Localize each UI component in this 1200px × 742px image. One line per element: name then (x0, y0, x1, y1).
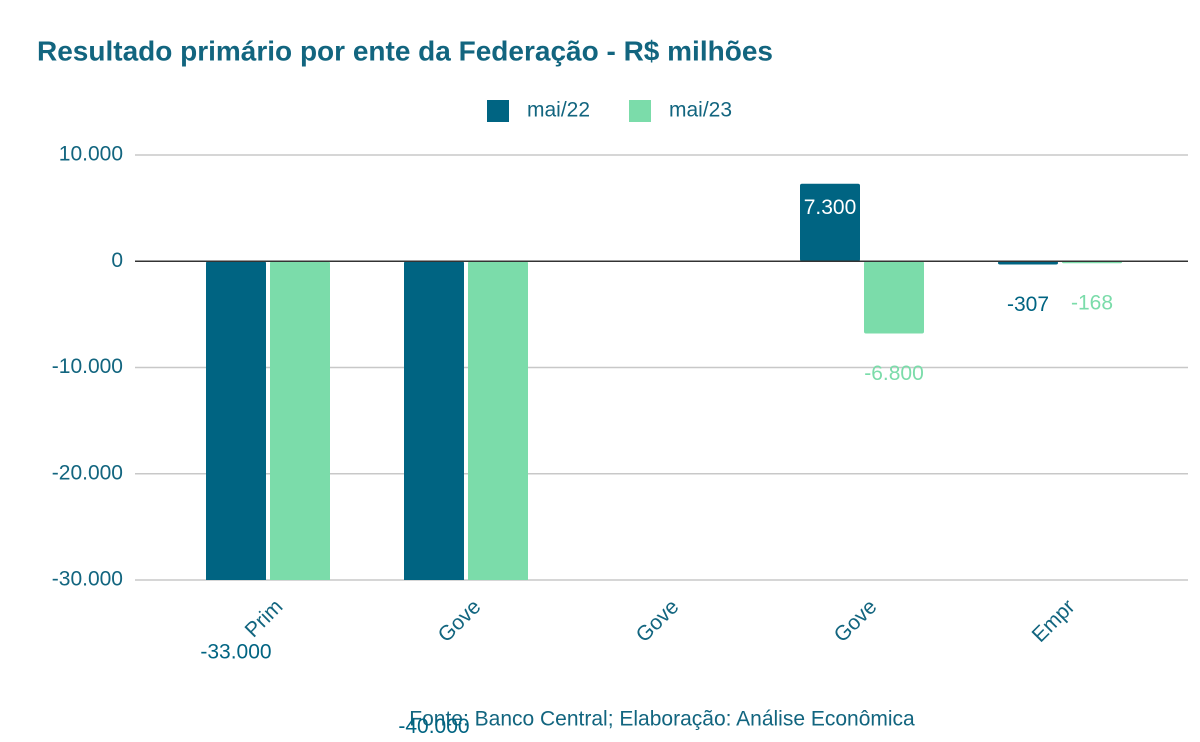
x-tick-label: Gove (632, 595, 684, 647)
bar (270, 261, 330, 580)
data-label: -168 (1071, 292, 1113, 315)
legend-swatch (487, 100, 509, 122)
y-tick-label: -10.000 (52, 355, 123, 378)
bar (468, 261, 528, 580)
y-tick-label: 0 (111, 249, 123, 272)
chart-title: Resultado primário por ente da Federação… (37, 35, 773, 66)
bars (206, 183, 1122, 580)
legend-label: mai/23 (669, 99, 732, 122)
bar (404, 261, 464, 580)
data-label: -33.000 (200, 640, 271, 663)
y-tick-label: -30.000 (52, 568, 123, 591)
bar (998, 261, 1058, 265)
data-label: -307 (1007, 293, 1049, 316)
x-tick-label: Gove (434, 595, 486, 647)
x-tick-label: Empr (1028, 595, 1080, 647)
x-tick-label: Prim (241, 595, 288, 642)
y-tick-label: -20.000 (52, 461, 123, 484)
data-label: 7.300 (804, 196, 857, 219)
bar (206, 261, 266, 580)
data-label: -40.000 (398, 715, 469, 738)
legend-label: mai/22 (527, 99, 590, 122)
y-tick-label: 10.000 (59, 143, 123, 166)
legend-swatch (629, 100, 651, 122)
footer: Fonte: Banco Central; Elaboração: Anális… (409, 708, 915, 731)
bar (864, 261, 924, 334)
x-tick-label: Gove (830, 595, 882, 647)
bar (800, 183, 860, 262)
data-label: -6.800 (864, 362, 924, 385)
